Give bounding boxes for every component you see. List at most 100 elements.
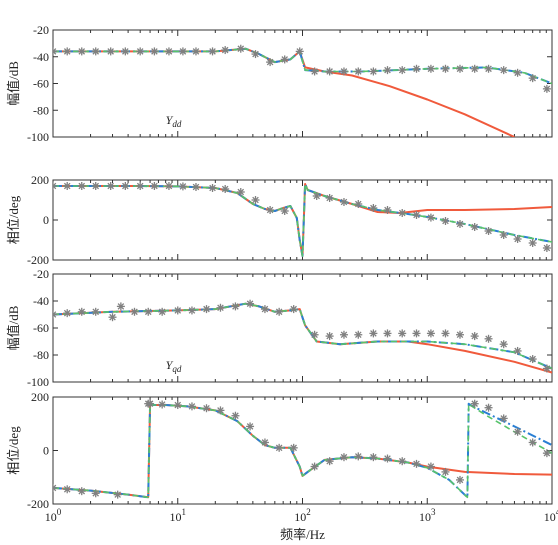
- data-marker: [412, 211, 421, 219]
- data-marker: [295, 47, 304, 56]
- y-tick-label: -20: [33, 267, 49, 281]
- data-marker: [499, 231, 508, 239]
- data-marker: [91, 47, 100, 56]
- data-marker: [280, 55, 289, 64]
- data-marker: [106, 182, 115, 190]
- data-marker: [470, 399, 479, 408]
- data-marker: [231, 411, 240, 420]
- marker-stroke: [500, 340, 507, 348]
- data-marker: [528, 74, 537, 83]
- data-marker: [121, 182, 130, 190]
- y-tick-label: -200: [27, 497, 49, 511]
- marker-stroke: [543, 365, 551, 372]
- data-marker: [369, 329, 378, 338]
- marker-stroke: [78, 308, 86, 316]
- marker-stroke: [413, 460, 420, 468]
- data-marker: [53, 310, 57, 319]
- data-marker: [246, 422, 255, 431]
- marker-stroke: [485, 227, 492, 235]
- data-marker: [130, 307, 139, 316]
- marker-stroke: [326, 194, 333, 202]
- data-marker: [354, 200, 363, 208]
- marker-stroke: [456, 331, 464, 339]
- series-group: [53, 182, 552, 257]
- marker-stroke: [456, 65, 464, 73]
- marker-stroke: [188, 307, 196, 314]
- data-marker: [455, 330, 464, 339]
- y-tick-label: 200: [31, 390, 49, 404]
- marker-stroke: [78, 487, 86, 495]
- marker-stroke: [252, 196, 259, 204]
- data-marker: [412, 64, 421, 73]
- data-marker: [63, 47, 72, 56]
- data-marker: [63, 309, 72, 318]
- data-marker: [191, 47, 200, 56]
- data-marker: [289, 305, 298, 314]
- data-marker: [310, 330, 319, 339]
- data-marker: [164, 47, 173, 56]
- marker-stroke: [413, 65, 420, 73]
- data-marker: [339, 453, 348, 462]
- marker-stroke: [456, 476, 464, 484]
- data-marker: [246, 299, 255, 308]
- marker-stroke: [192, 183, 200, 191]
- data-marker: [173, 306, 182, 315]
- data-marker: [470, 223, 479, 231]
- y-tick-label: -20: [33, 23, 49, 37]
- data-marker: [499, 414, 508, 423]
- data-marker: [236, 188, 245, 196]
- y-tick-label: -80: [33, 348, 49, 362]
- data-marker: [484, 334, 493, 343]
- data-marker: [116, 302, 125, 311]
- marker-stroke: [122, 48, 129, 55]
- series-group: [53, 399, 552, 499]
- data-marker: [426, 213, 435, 222]
- marker-stroke: [370, 204, 377, 212]
- marker-stroke: [117, 303, 125, 310]
- marker-stroke: [427, 463, 435, 470]
- panel-4: 200 0 -200 相位/deg: [6, 390, 553, 511]
- marker-stroke: [53, 313, 57, 318]
- y-tick-label: 200: [31, 173, 49, 187]
- marker-stroke: [261, 439, 269, 446]
- data-marker: [513, 68, 522, 77]
- data-marker: [542, 244, 551, 252]
- data-marker: [91, 489, 100, 498]
- data-marker: [542, 449, 551, 458]
- marker-stroke: [471, 65, 478, 73]
- marker-stroke: [354, 200, 362, 208]
- marker-stroke: [471, 223, 478, 231]
- y-tick-label: -40: [33, 50, 49, 64]
- marker-stroke: [221, 46, 229, 54]
- data-marker: [187, 402, 196, 411]
- data-marker: [208, 47, 217, 56]
- marker-stroke: [63, 48, 71, 55]
- data-marker: [106, 47, 115, 56]
- data-marker: [325, 332, 334, 341]
- marker-stroke: [442, 468, 449, 476]
- data-marker: [470, 332, 479, 341]
- marker-stroke: [53, 311, 57, 316]
- y-axis-label: 相位/deg: [6, 426, 21, 475]
- marker-stroke: [413, 211, 420, 219]
- marker-stroke: [340, 68, 348, 75]
- marker-stroke: [266, 206, 274, 214]
- marker-stroke: [340, 331, 348, 339]
- data-marker: [383, 66, 392, 75]
- marker-stroke: [237, 45, 245, 53]
- marker-stroke: [529, 355, 536, 363]
- marker-stroke: [485, 404, 492, 411]
- y-axis-label: 相位/deg: [6, 195, 21, 244]
- marker-stroke: [151, 182, 158, 190]
- data-marker: [339, 67, 348, 76]
- marker-stroke: [146, 400, 154, 407]
- data-marker: [499, 340, 508, 349]
- marker-stroke: [209, 184, 216, 192]
- data-marker: [173, 401, 182, 410]
- data-marker: [528, 239, 537, 247]
- data-marker: [191, 183, 200, 191]
- data-marker: [77, 487, 86, 496]
- data-marker: [383, 329, 392, 338]
- marker-stroke: [158, 308, 166, 316]
